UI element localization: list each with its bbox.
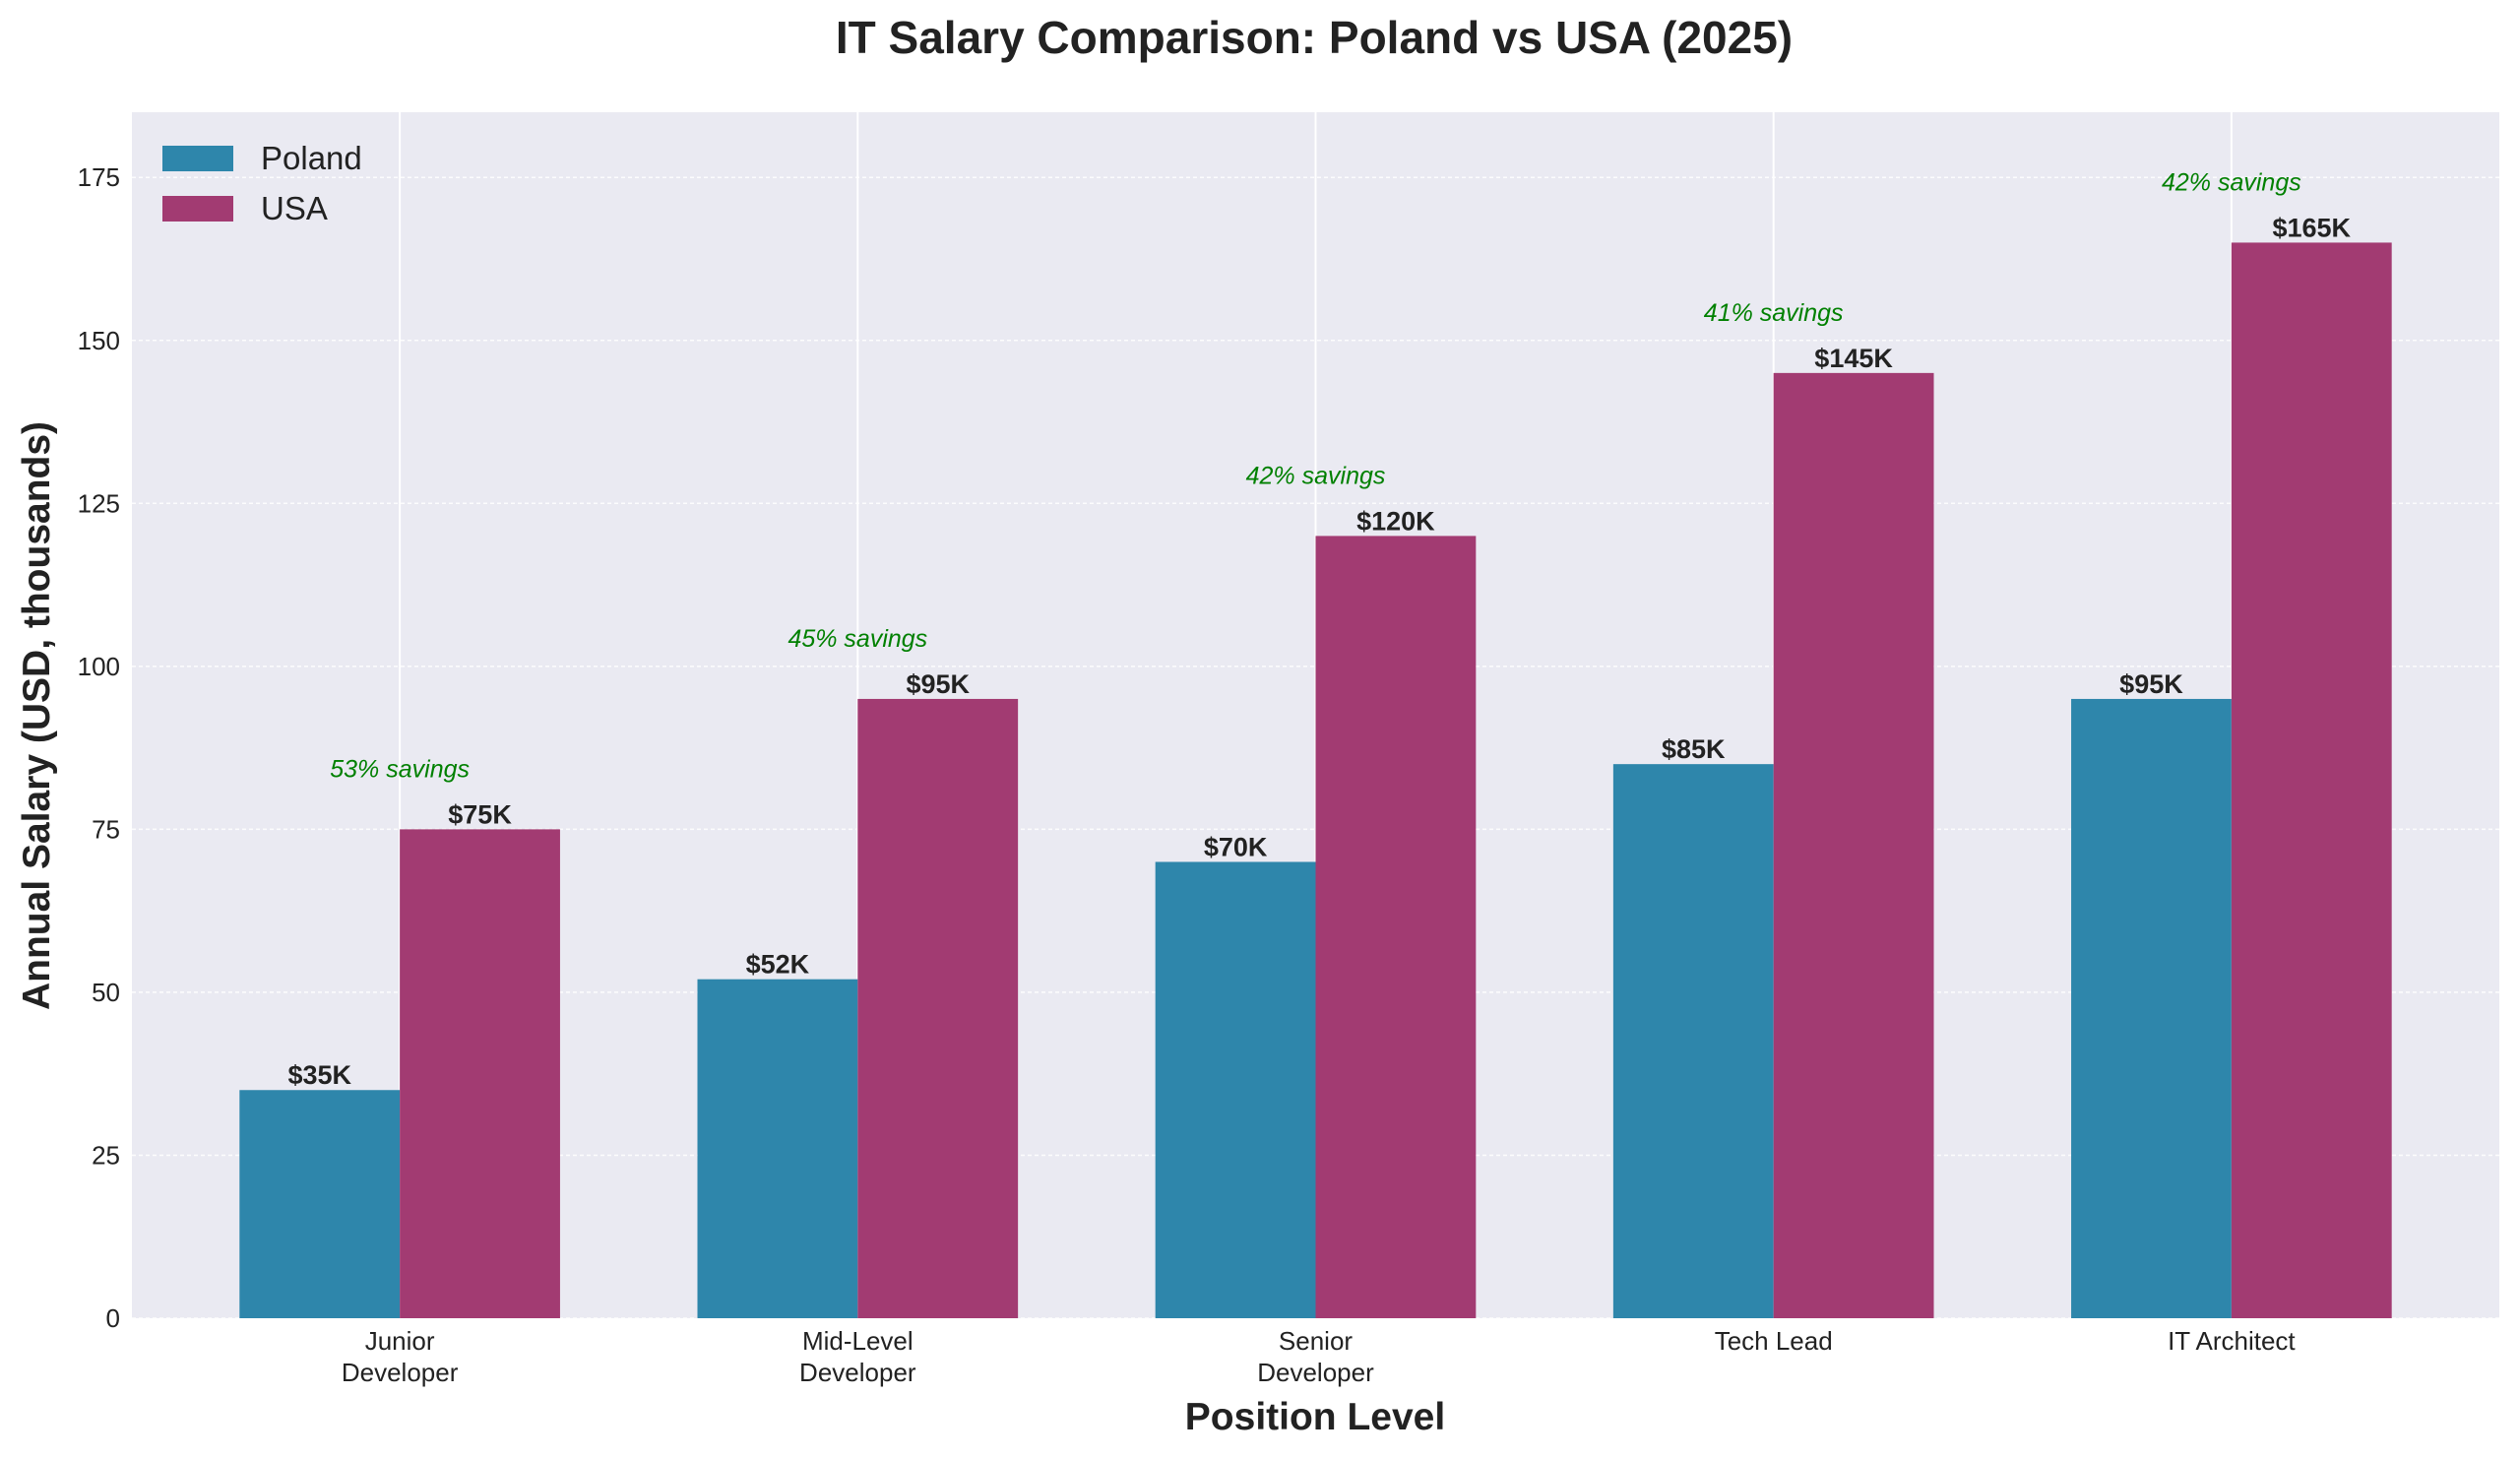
bar-poland [239,1090,401,1318]
y-tick-label: 75 [92,814,120,844]
x-tick-label: Mid-Level [802,1326,914,1356]
bar-usa [1773,372,1934,1318]
savings-annotation: 42% savings [1246,462,1386,489]
y-tick-label: 0 [106,1303,120,1333]
y-tick-label: 175 [78,162,120,192]
bar-value-label: $35K [287,1060,351,1090]
legend-swatch-usa [162,196,233,222]
y-tick-label: 125 [78,488,120,518]
legend-label-poland: Poland [261,140,362,176]
y-tick-label: 100 [78,652,120,681]
bar-value-label: $145K [1814,344,1893,373]
y-axis-label: Annual Salary (USD, thousands) [16,421,58,1010]
bar-usa [857,698,1019,1318]
bar-poland [2071,698,2232,1318]
x-tick-label: IT Architect [2168,1326,2296,1356]
bar-value-label: $165K [2272,213,2351,242]
savings-annotation: 53% savings [330,755,470,783]
savings-annotation: 42% savings [2162,168,2301,196]
x-axis-label: Position Level [1185,1396,1445,1438]
legend-swatch-poland [162,146,233,171]
savings-annotation: 41% savings [1704,299,1844,327]
bar-value-label: $70K [1204,832,1268,861]
bar-usa [1315,536,1477,1318]
bar-poland [1155,861,1316,1318]
x-tick-label: Developer [342,1358,459,1387]
legend-label-usa: USA [261,190,328,226]
x-tick-label: Tech Lead [1715,1326,1833,1356]
bar-value-label: $52K [746,950,810,980]
bar-usa [2231,242,2392,1319]
x-tick-label: Senior [1279,1326,1353,1356]
chart-title: IT Salary Comparison: Poland vs USA (202… [836,12,1793,63]
bar-value-label: $95K [906,669,970,699]
legend: Poland USA [162,140,362,226]
x-tick-label: Junior [365,1326,435,1356]
bar-poland [1612,764,1774,1318]
bar-value-label: $95K [2119,669,2183,699]
x-tick-label: Developer [799,1358,916,1387]
bar-value-label: $120K [1356,506,1435,536]
y-tick-label: 25 [92,1140,120,1170]
bar-value-label: $75K [448,799,512,829]
bar-usa [400,829,560,1318]
y-tick-label: 50 [92,978,120,1007]
bar-poland [697,979,858,1318]
x-tick-label: Developer [1257,1358,1374,1387]
savings-annotation: 45% savings [788,625,927,653]
y-tick-label: 150 [78,326,120,355]
bar-value-label: $85K [1662,734,1726,764]
